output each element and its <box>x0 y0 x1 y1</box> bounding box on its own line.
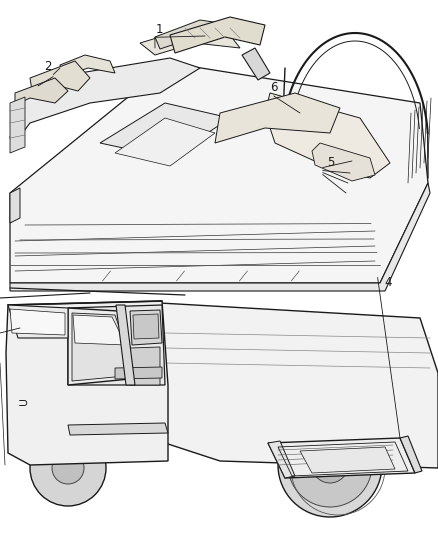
Polygon shape <box>115 118 215 166</box>
Circle shape <box>278 413 382 517</box>
Circle shape <box>88 276 92 280</box>
Polygon shape <box>8 305 68 338</box>
Circle shape <box>28 276 32 280</box>
Polygon shape <box>6 301 168 465</box>
Polygon shape <box>130 347 160 385</box>
Polygon shape <box>215 93 340 143</box>
Ellipse shape <box>176 176 204 194</box>
Polygon shape <box>140 28 240 55</box>
Text: 5: 5 <box>327 156 334 169</box>
Polygon shape <box>268 438 415 478</box>
Text: 4: 4 <box>384 276 392 289</box>
Polygon shape <box>265 93 390 178</box>
Circle shape <box>218 272 223 278</box>
Polygon shape <box>130 310 162 345</box>
Text: $\supset$: $\supset$ <box>15 397 29 409</box>
Polygon shape <box>133 314 159 339</box>
Polygon shape <box>300 447 395 473</box>
Text: 6: 6 <box>270 82 278 94</box>
Circle shape <box>288 423 372 507</box>
Polygon shape <box>60 55 115 77</box>
Circle shape <box>338 269 343 273</box>
Text: 1: 1 <box>156 23 164 36</box>
Polygon shape <box>10 58 200 143</box>
Circle shape <box>152 272 158 278</box>
Circle shape <box>312 447 348 483</box>
Polygon shape <box>30 61 90 91</box>
Polygon shape <box>170 17 265 53</box>
Polygon shape <box>68 423 168 435</box>
Polygon shape <box>68 308 140 385</box>
Polygon shape <box>73 315 126 345</box>
Polygon shape <box>10 188 20 223</box>
Polygon shape <box>155 20 250 49</box>
Circle shape <box>278 271 283 276</box>
Polygon shape <box>10 309 65 335</box>
Circle shape <box>52 452 84 484</box>
Polygon shape <box>15 78 68 105</box>
Polygon shape <box>10 183 430 291</box>
Polygon shape <box>115 367 162 379</box>
Polygon shape <box>10 97 25 153</box>
Polygon shape <box>400 436 422 473</box>
Polygon shape <box>152 303 438 468</box>
Polygon shape <box>312 143 375 181</box>
Polygon shape <box>100 103 230 158</box>
Polygon shape <box>242 48 270 80</box>
Polygon shape <box>68 305 165 385</box>
Circle shape <box>30 430 106 506</box>
Polygon shape <box>116 305 135 385</box>
Polygon shape <box>72 313 136 381</box>
Circle shape <box>372 266 378 271</box>
Polygon shape <box>10 63 428 283</box>
Text: 2: 2 <box>44 60 52 73</box>
Polygon shape <box>268 441 295 478</box>
